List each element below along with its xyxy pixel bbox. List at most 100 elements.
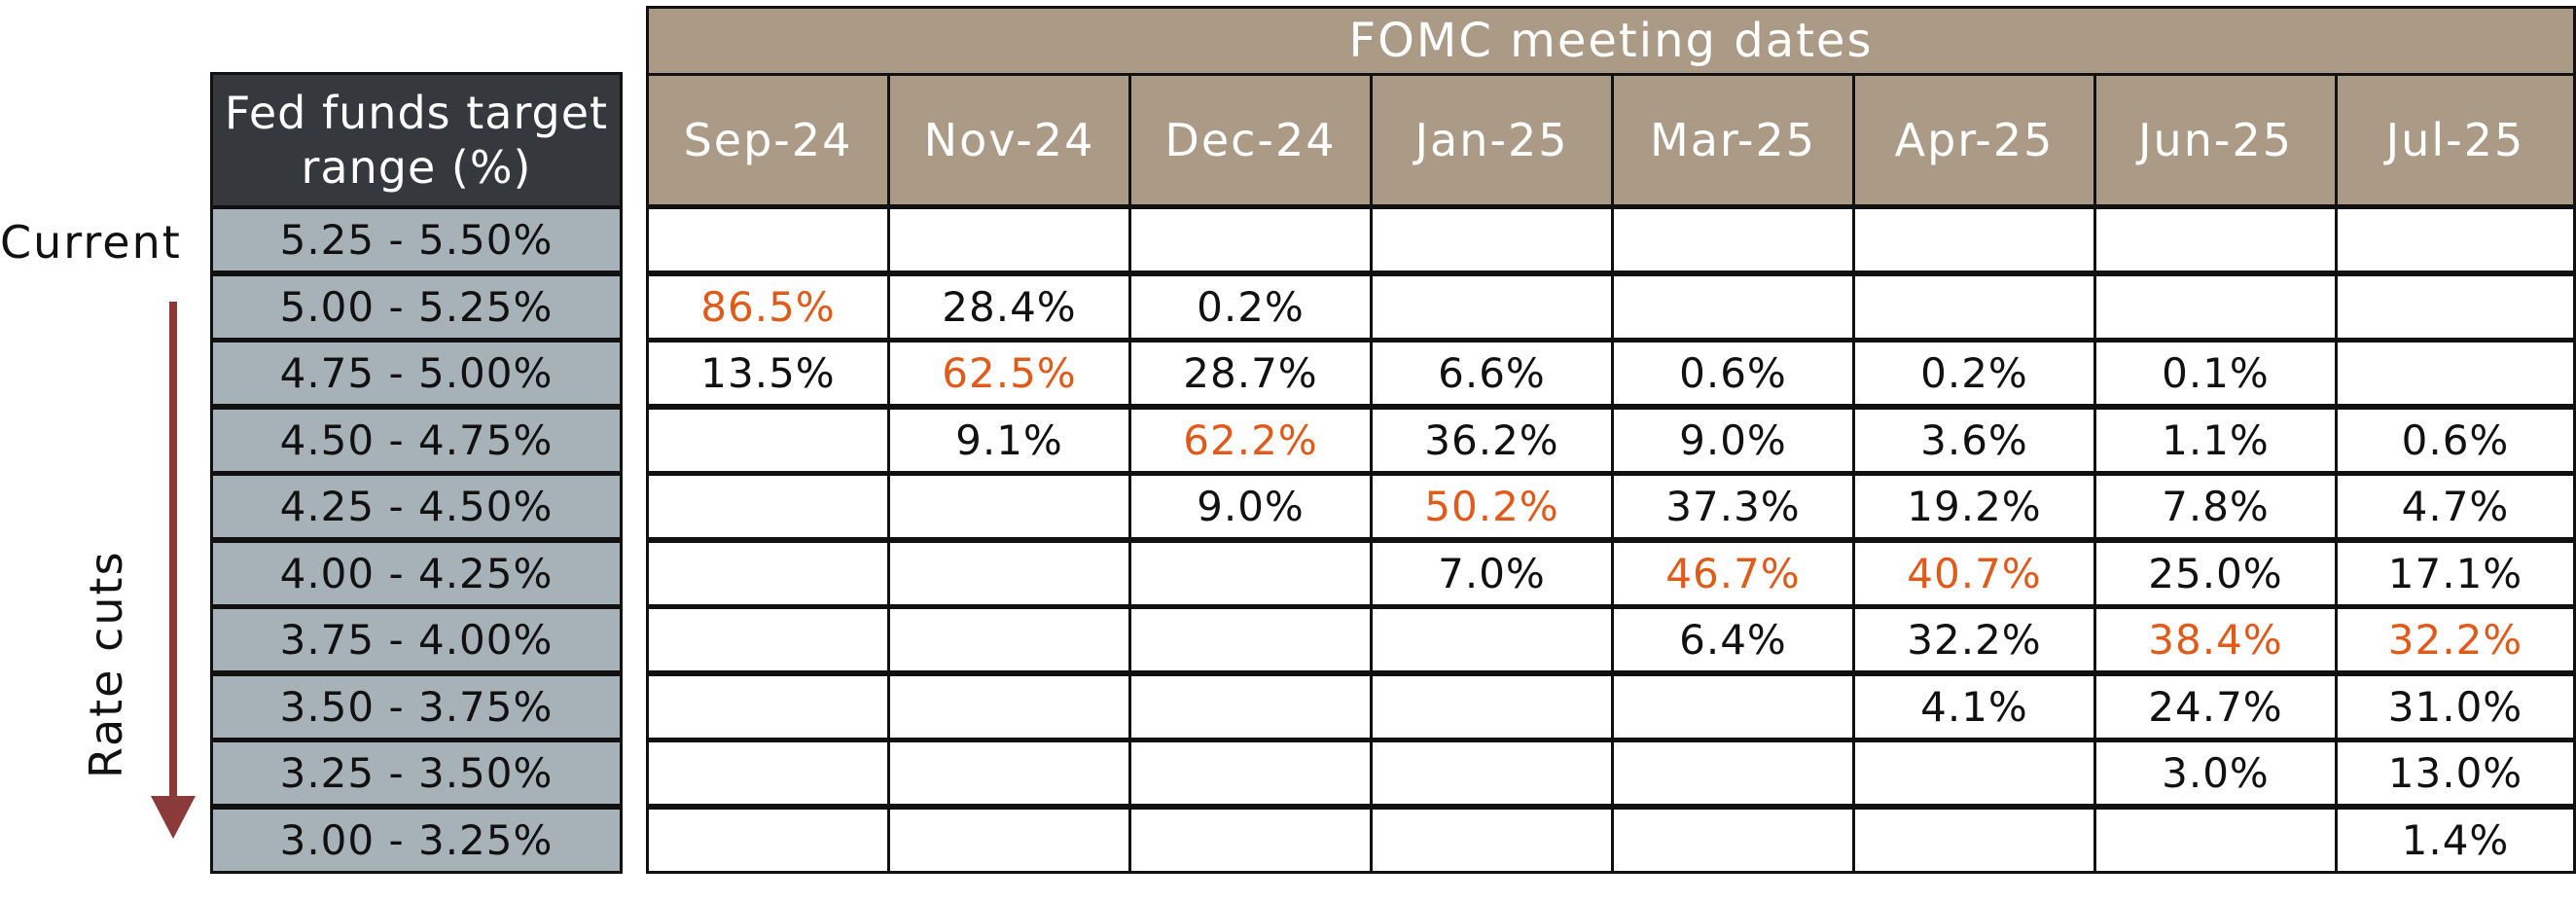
probability-cell (887, 606, 1131, 673)
probability-cell (646, 206, 890, 273)
meeting-date-header: Sep-24 (646, 73, 890, 207)
probability-cell (887, 806, 1131, 874)
range-cell: 4.75 - 5.00% (210, 340, 623, 407)
probability-cell: 28.4% (887, 272, 1131, 341)
probability-cell (1370, 606, 1614, 673)
probability-cell: 7.8% (2093, 473, 2338, 540)
range-cell: 3.00 - 3.25% (210, 806, 623, 874)
probability-cell (1370, 806, 1614, 874)
probability-cell: 25.0% (2093, 539, 2338, 607)
probability-cell: 0.6% (1611, 340, 1855, 407)
probability-cell: 32.2% (1852, 606, 2096, 673)
probability-cell: 3.6% (1852, 406, 2096, 474)
range-cell: 4.00 - 4.25% (210, 539, 623, 607)
probability-cell: 32.2% (2335, 606, 2576, 673)
probability-cell: 13.5% (646, 340, 890, 407)
probability-cell (887, 672, 1131, 740)
probability-cell: 4.7% (2335, 473, 2576, 540)
meeting-date-header: Nov-24 (887, 73, 1131, 207)
probability-cell (1611, 672, 1855, 740)
probability-cell: 62.2% (1128, 406, 1373, 474)
probability-cell (646, 606, 890, 673)
probability-cell (646, 740, 890, 807)
probability-cell (1852, 272, 2096, 341)
probability-cell (646, 672, 890, 740)
probability-cell (1128, 539, 1373, 607)
probability-cell (1611, 272, 1855, 341)
probability-cell (887, 740, 1131, 807)
probability-cell: 0.2% (1852, 340, 2096, 407)
range-cell: 4.25 - 4.50% (210, 473, 623, 540)
probability-cell (1370, 206, 1614, 273)
probability-cell: 7.0% (1370, 539, 1614, 607)
probability-cell (1370, 672, 1614, 740)
probability-cell: 0.1% (2093, 340, 2338, 407)
range-cell: 5.00 - 5.25% (210, 272, 623, 341)
probability-cell: 6.4% (1611, 606, 1855, 673)
probability-cell: 17.1% (2335, 539, 2576, 607)
probability-cell (646, 539, 890, 607)
target-range-header: Fed funds target range (%) (210, 72, 623, 208)
fomc-probability-table: FOMC meeting dates Sep-24 Nov-24 Dec-24 Jan… (646, 6, 2576, 878)
probability-cell (2093, 272, 2338, 341)
probability-cell: 19.2% (1852, 473, 2096, 540)
probability-cell: 0.2% (1128, 272, 1373, 341)
probability-cell: 1.1% (2093, 406, 2338, 474)
probability-cell: 36.2% (1370, 406, 1614, 474)
current-label: Current (0, 216, 182, 269)
probability-cell: 40.7% (1852, 539, 2096, 607)
probability-cell: 28.7% (1128, 340, 1373, 407)
probability-cell (2335, 206, 2576, 273)
range-cell: 3.50 - 3.75% (210, 672, 623, 740)
probability-cell (2335, 340, 2576, 407)
probability-cell: 37.3% (1611, 473, 1855, 540)
probability-cell (1128, 740, 1373, 807)
probability-cell: 24.7% (2093, 672, 2338, 740)
probability-cell (887, 206, 1131, 273)
probability-cell (1370, 272, 1614, 341)
meeting-date-header: Jan-25 (1370, 73, 1614, 207)
probability-cell (646, 806, 890, 874)
probability-cell (1128, 806, 1373, 874)
probability-cell (1128, 606, 1373, 673)
meeting-date-header: Mar-25 (1611, 73, 1855, 207)
range-cell: 5.25 - 5.50% (210, 206, 623, 273)
probability-cell (1611, 740, 1855, 807)
probability-cell (2093, 806, 2338, 874)
probability-cell (2093, 206, 2338, 273)
probability-cell (1370, 740, 1614, 807)
rate-cuts-arrow-icon (151, 302, 196, 839)
probability-cell (887, 473, 1131, 540)
probability-cell: 62.5% (887, 340, 1131, 407)
range-cell: 3.75 - 4.00% (210, 606, 623, 673)
probability-cell: 9.1% (887, 406, 1131, 474)
meeting-date-header: Jul-25 (2335, 73, 2576, 207)
probability-cell (1852, 206, 2096, 273)
probability-cell (1852, 806, 2096, 874)
probability-cell (1611, 806, 1855, 874)
probability-cell (1128, 206, 1373, 273)
probability-cell (887, 539, 1131, 607)
meeting-date-header: Dec-24 (1128, 73, 1373, 207)
probability-cell: 50.2% (1370, 473, 1614, 540)
probability-cell (646, 473, 890, 540)
probability-cell: 46.7% (1611, 539, 1855, 607)
probability-cell: 3.0% (2093, 740, 2338, 807)
probability-cell: 9.0% (1611, 406, 1855, 474)
rate-cuts-label: Rate cuts (80, 550, 132, 778)
range-cell: 3.25 - 3.50% (210, 740, 623, 807)
probability-cell: 86.5% (646, 272, 890, 341)
probability-cell: 0.6% (2335, 406, 2576, 474)
probability-cell: 6.6% (1370, 340, 1614, 407)
probability-cell: 1.4% (2335, 806, 2576, 874)
range-cell: 4.50 - 4.75% (210, 406, 623, 474)
meeting-date-header: Apr-25 (1852, 73, 2096, 207)
probability-cell: 13.0% (2335, 740, 2576, 807)
fomc-title: FOMC meeting dates (646, 6, 2576, 76)
meeting-date-header: Jun-25 (2093, 73, 2338, 207)
probability-cell (2335, 272, 2576, 341)
probability-cell (1611, 206, 1855, 273)
probability-cell: 31.0% (2335, 672, 2576, 740)
probability-cell (1852, 740, 2096, 807)
probability-cell (646, 406, 890, 474)
